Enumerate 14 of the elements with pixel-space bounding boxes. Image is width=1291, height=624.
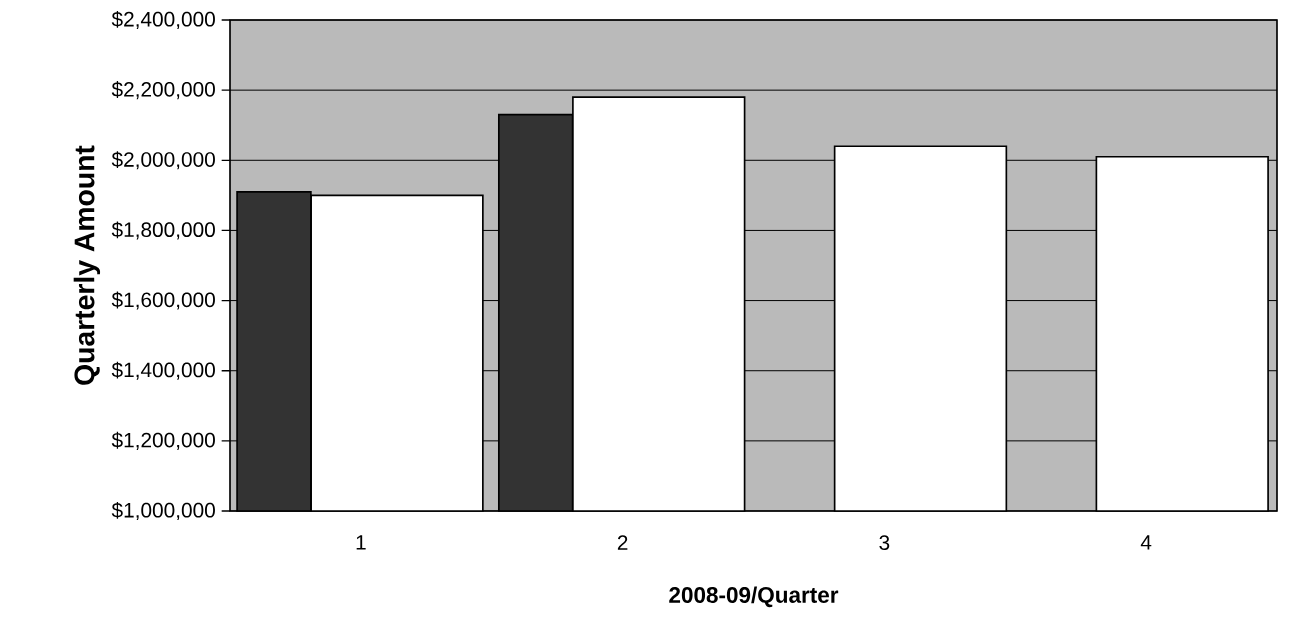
y-tick-label: $1,600,000 (111, 291, 215, 310)
y-axis-title: Quarterly Amount (73, 145, 101, 385)
y-tick-label: $2,000,000 (111, 151, 215, 170)
x-tick-label: 4 (1140, 535, 1152, 550)
x-tick-label: 1 (356, 535, 366, 550)
y-tick-label: $1,400,000 (111, 361, 215, 380)
y-tick-label: $1,000,000 (111, 501, 215, 521)
x-tick-label: 2 (617, 535, 628, 550)
y-tick-label: $1,800,000 (111, 221, 215, 240)
y-tick-label: $2,400,000 (111, 10, 215, 30)
x-tick-label: 3 (879, 535, 890, 550)
y-tick-label: $1,200,000 (111, 431, 215, 450)
y-tick-label: $2,200,000 (111, 81, 215, 100)
x-axis-title: 2008-09/Quarter (669, 586, 839, 608)
